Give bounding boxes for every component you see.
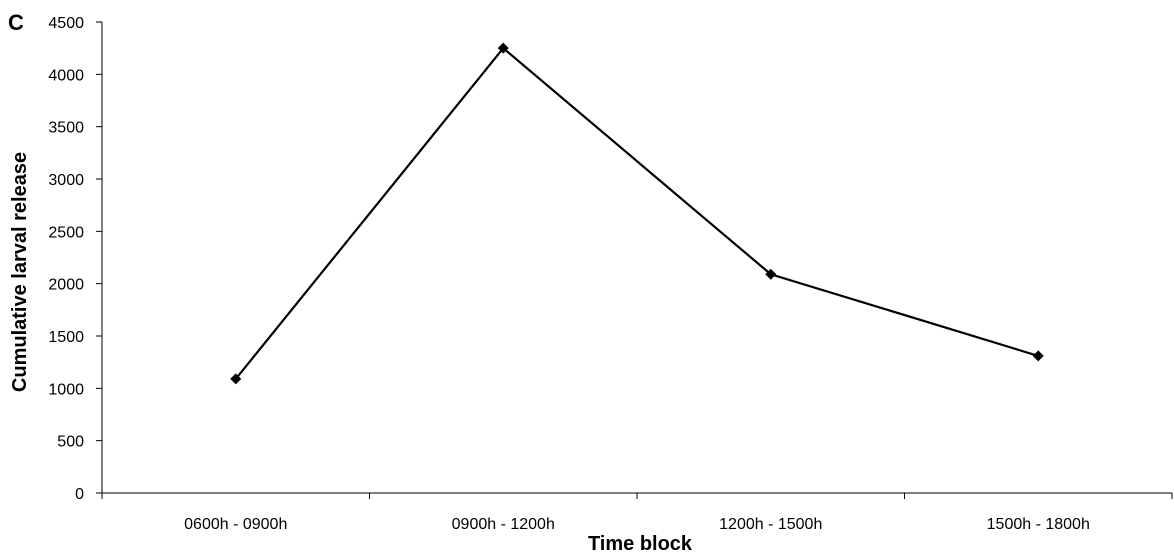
y-tick-label: 2500 [48,224,84,241]
y-tick-label: 0 [75,486,84,503]
series-line [234,46,1039,380]
panel-label: C [8,10,24,35]
x-tick-label: 0600h - 0900h [184,516,287,533]
data-point-marker [230,373,242,385]
x-tick-label: 0900h - 1200h [452,516,555,533]
plot-area [230,42,1044,385]
y-tick-label: 500 [57,434,84,451]
y-tick-label: 2000 [48,277,84,294]
x-tick-label: 1500h - 1800h [987,516,1090,533]
x-axis: 0600h - 0900h 0900h - 1200h 1200h - 1500h 1… [101,492,1173,533]
x-axis-title: Time block [588,533,693,554]
x-tick-label: 1200h - 1500h [719,516,822,533]
y-tick-label: 1500 [48,329,84,346]
data-point-marker [497,42,509,54]
y-tick-label: 3500 [48,120,84,137]
y-tick-label: 4000 [48,67,84,84]
y-axis-title: Cumulative larval release [9,152,31,392]
y-tick-label: 1000 [48,381,84,398]
data-point-marker [765,268,777,280]
y-tick-label: 4500 [48,15,84,32]
y-tick-label: 3000 [48,172,84,189]
data-point-marker [1032,350,1044,362]
y-axis: 0 500 1000 1500 2000 2500 3000 3500 4000 4500 [48,15,103,503]
